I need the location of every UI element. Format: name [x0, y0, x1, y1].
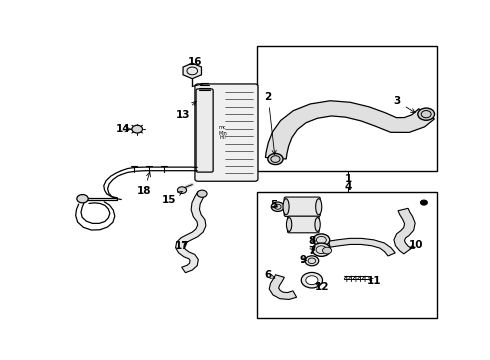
FancyBboxPatch shape: [284, 197, 320, 216]
Text: Hi!: Hi!: [219, 135, 226, 140]
Polygon shape: [175, 192, 206, 273]
Text: 4: 4: [344, 182, 352, 192]
Circle shape: [418, 108, 435, 120]
Circle shape: [322, 247, 332, 254]
Text: 1: 1: [344, 174, 352, 184]
Polygon shape: [328, 238, 395, 256]
Polygon shape: [394, 208, 415, 254]
Circle shape: [301, 273, 322, 288]
Text: 7: 7: [308, 246, 315, 256]
Bar: [257, 192, 437, 318]
Text: mc
Min: mc Min: [218, 125, 227, 136]
Circle shape: [312, 243, 330, 256]
Text: 17: 17: [175, 240, 189, 251]
FancyBboxPatch shape: [196, 89, 213, 172]
Circle shape: [268, 153, 283, 165]
Bar: [257, 46, 437, 171]
Text: 3: 3: [393, 96, 415, 113]
Text: 13: 13: [175, 101, 196, 120]
Ellipse shape: [316, 199, 322, 215]
Circle shape: [77, 194, 88, 203]
Polygon shape: [269, 275, 296, 300]
Circle shape: [177, 187, 187, 193]
Text: 8: 8: [308, 235, 315, 246]
Text: 10: 10: [409, 240, 423, 250]
Text: 5: 5: [270, 200, 277, 210]
Circle shape: [420, 200, 427, 205]
Circle shape: [305, 256, 318, 266]
Text: 2: 2: [265, 92, 276, 154]
Text: 16: 16: [188, 57, 202, 67]
Text: 11: 11: [368, 276, 382, 286]
Circle shape: [313, 234, 330, 246]
Circle shape: [306, 276, 318, 285]
Text: 9: 9: [299, 255, 307, 265]
Text: 12: 12: [315, 282, 329, 292]
Circle shape: [132, 125, 143, 133]
FancyBboxPatch shape: [288, 216, 319, 233]
Ellipse shape: [287, 217, 292, 231]
Polygon shape: [183, 63, 201, 79]
Circle shape: [271, 202, 284, 211]
Text: 14: 14: [116, 124, 130, 134]
Ellipse shape: [283, 199, 289, 215]
Polygon shape: [266, 101, 435, 159]
Text: 6: 6: [265, 270, 275, 280]
Ellipse shape: [315, 217, 320, 231]
Circle shape: [197, 190, 207, 197]
Text: 15: 15: [162, 192, 182, 205]
Text: 18: 18: [137, 172, 151, 196]
FancyBboxPatch shape: [195, 84, 258, 181]
